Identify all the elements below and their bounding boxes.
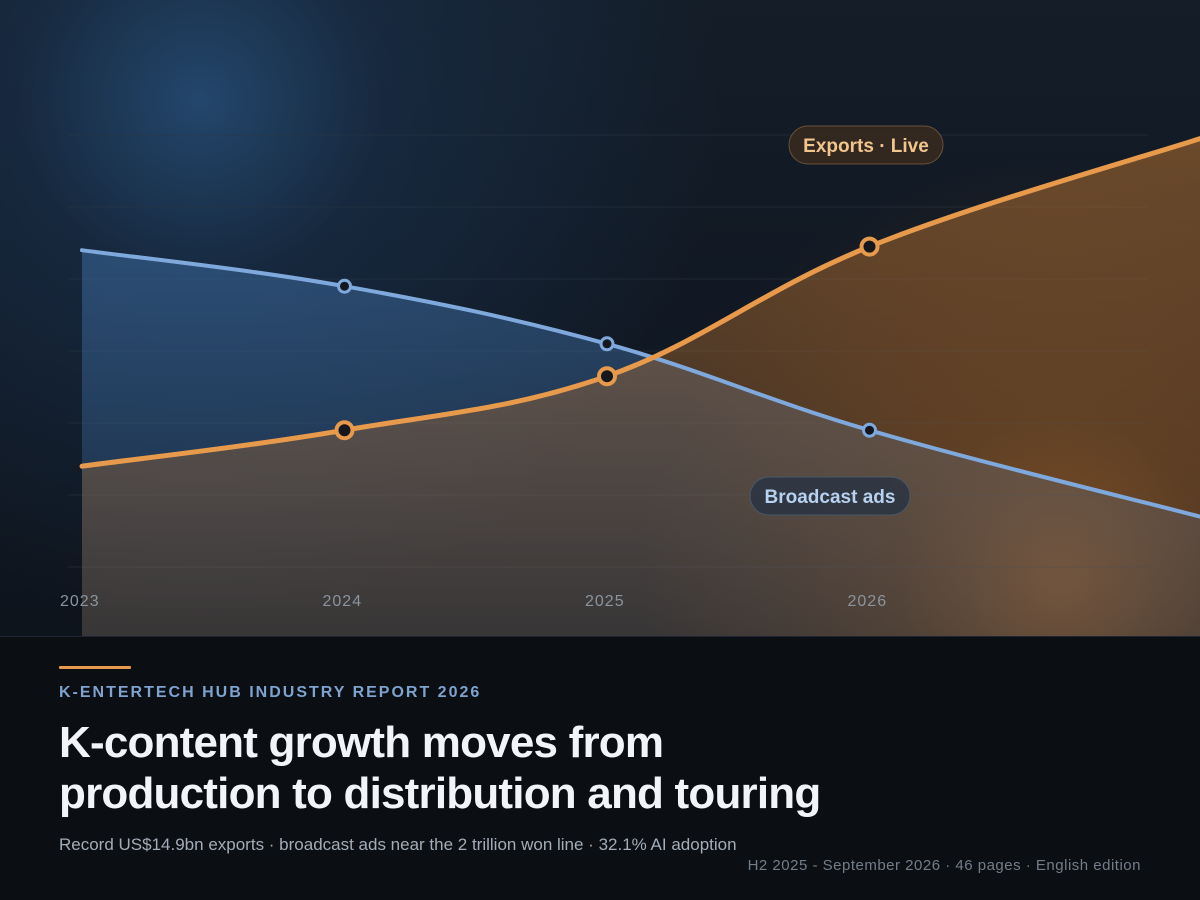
x-tick-label: 2025 <box>585 593 625 610</box>
data-point <box>597 366 617 387</box>
report-headline: K-content growth moves from production t… <box>59 717 959 819</box>
series-label: Broadcast ads <box>765 487 896 508</box>
report-subline: Record US$14.9bn exports · broadcast ads… <box>59 835 737 854</box>
series-label: Exports · Live <box>803 136 929 157</box>
series-label-badge <box>749 476 911 516</box>
report-meta: H2 2025 - September 2026 · 46 pages · En… <box>747 857 1141 874</box>
line-area-chart: 2023 2024 2025 2026 Exports · Live Broadcast … <box>60 125 1200 636</box>
series-area-exports-live <box>82 138 1200 636</box>
data-point <box>599 336 615 352</box>
data-point <box>862 422 877 438</box>
x-tick-label: 2024 <box>323 593 363 610</box>
report-kicker: K-ENTERTECH HUB INDUSTRY REPORT 2026 <box>59 684 482 701</box>
x-tick-label: 2026 <box>848 593 888 610</box>
headline-line-1: K-content growth moves from <box>59 718 664 767</box>
data-point <box>337 278 352 294</box>
data-point <box>859 236 880 257</box>
section-divider <box>0 636 1200 637</box>
report-footer: K-ENTERTECH HUB INDUSTRY REPORT 2026 K-c… <box>0 637 1200 900</box>
accent-bar <box>59 666 131 669</box>
series-label-badge <box>788 125 944 165</box>
chart-panel: 2023 2024 2025 2026 Exports · Live Broadcast … <box>0 0 1200 636</box>
headline-line-2: production to distribution and touring <box>59 769 821 818</box>
data-point <box>334 420 355 441</box>
x-tick-label: 2023 <box>60 593 100 610</box>
